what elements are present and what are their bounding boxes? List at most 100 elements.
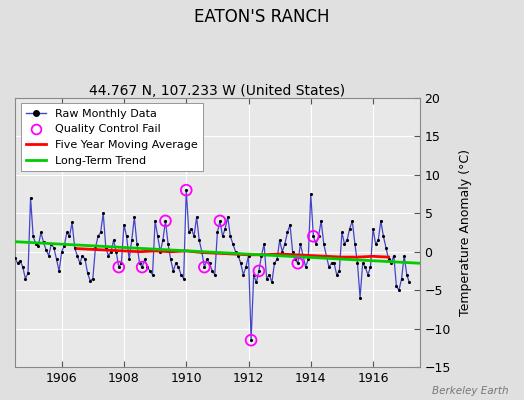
- Point: [73, 252, 81, 259]
- Point: [252, 279, 260, 286]
- Point: [385, 256, 393, 262]
- Point: [78, 252, 86, 259]
- Point: [60, 242, 69, 249]
- Point: [8, 248, 17, 255]
- Point: [293, 260, 302, 266]
- Point: [63, 229, 71, 236]
- Point: [37, 229, 45, 236]
- Point: [265, 272, 274, 278]
- Point: [3, 245, 12, 251]
- Point: [169, 268, 178, 274]
- Point: [120, 222, 128, 228]
- Point: [104, 252, 113, 259]
- Point: [270, 260, 279, 266]
- Point: [50, 245, 58, 251]
- Point: [0, 227, 4, 233]
- Point: [130, 214, 138, 220]
- Point: [400, 252, 408, 259]
- Point: [154, 233, 162, 240]
- Point: [86, 278, 94, 284]
- Point: [221, 226, 230, 232]
- Point: [16, 258, 25, 264]
- Point: [281, 241, 289, 247]
- Point: [112, 248, 121, 255]
- Point: [151, 218, 159, 224]
- Point: [268, 279, 276, 286]
- Point: [296, 241, 304, 247]
- Point: [83, 270, 92, 276]
- Point: [387, 260, 396, 266]
- Point: [229, 241, 237, 247]
- Point: [301, 264, 310, 270]
- Point: [6, 239, 14, 246]
- Point: [247, 337, 255, 344]
- Point: [102, 245, 110, 251]
- Point: [382, 245, 390, 251]
- Point: [211, 272, 219, 278]
- Point: [68, 219, 77, 226]
- Point: [203, 256, 211, 262]
- Point: [335, 268, 344, 274]
- Point: [307, 191, 315, 197]
- Point: [247, 337, 255, 344]
- Point: [374, 237, 383, 243]
- Point: [58, 248, 66, 255]
- Point: [31, 241, 40, 247]
- Point: [320, 241, 328, 247]
- Point: [312, 241, 320, 247]
- Point: [161, 218, 170, 224]
- Point: [304, 256, 312, 262]
- Point: [333, 272, 341, 278]
- Point: [273, 256, 281, 262]
- Point: [395, 287, 403, 293]
- Point: [291, 256, 299, 262]
- Point: [255, 268, 263, 274]
- Point: [107, 248, 115, 255]
- Point: [213, 229, 222, 236]
- Point: [115, 264, 123, 270]
- Y-axis label: Temperature Anomaly (°C): Temperature Anomaly (°C): [460, 149, 472, 316]
- Point: [117, 260, 126, 266]
- Point: [242, 264, 250, 270]
- Point: [123, 233, 131, 240]
- Point: [348, 218, 356, 224]
- Point: [356, 295, 364, 301]
- Point: [330, 260, 339, 266]
- Point: [345, 226, 354, 232]
- Point: [208, 268, 216, 274]
- Point: [47, 241, 56, 247]
- Point: [14, 260, 22, 266]
- Point: [96, 229, 105, 236]
- Point: [343, 237, 351, 243]
- Point: [366, 264, 375, 270]
- Point: [138, 264, 146, 270]
- Point: [21, 276, 29, 282]
- Point: [182, 187, 190, 193]
- Point: [164, 241, 172, 247]
- Point: [377, 218, 385, 224]
- Point: [338, 229, 346, 236]
- Point: [161, 218, 170, 224]
- Point: [309, 233, 318, 240]
- Point: [283, 229, 292, 236]
- Point: [353, 260, 362, 266]
- Point: [317, 218, 325, 224]
- Point: [328, 260, 336, 266]
- Point: [257, 252, 266, 259]
- Point: [110, 237, 118, 243]
- Point: [205, 260, 214, 266]
- Point: [379, 233, 388, 240]
- Point: [66, 233, 74, 240]
- Point: [397, 276, 406, 282]
- Point: [174, 264, 183, 270]
- Point: [244, 252, 253, 259]
- Point: [322, 252, 331, 259]
- Point: [26, 195, 35, 201]
- Point: [55, 268, 63, 274]
- Point: [369, 226, 377, 232]
- Text: EATON'S RANCH: EATON'S RANCH: [194, 8, 330, 26]
- Point: [236, 260, 245, 266]
- Point: [198, 248, 206, 255]
- Point: [276, 237, 284, 243]
- Point: [192, 214, 201, 220]
